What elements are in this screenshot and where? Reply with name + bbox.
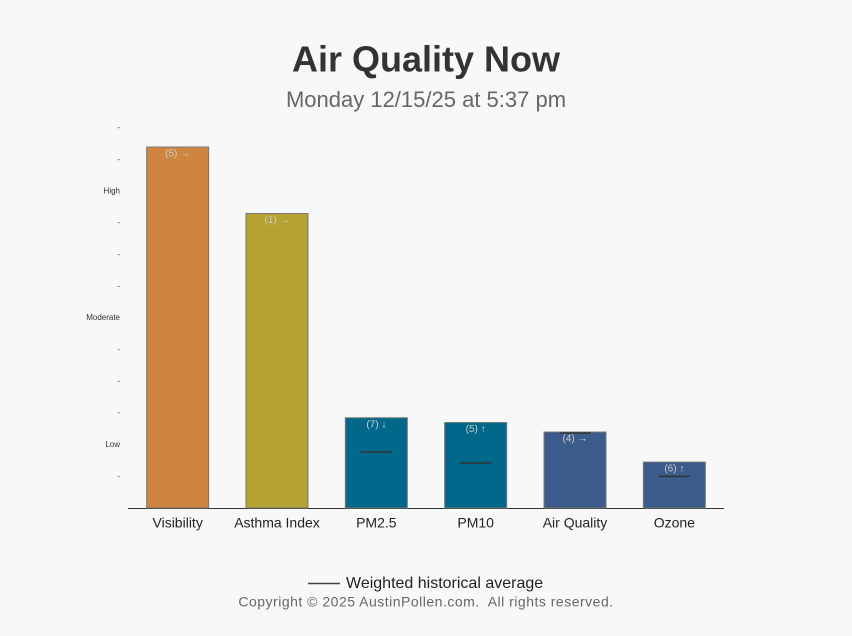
bar — [444, 422, 508, 509]
bar-annotation: (7) ↓ — [366, 419, 386, 430]
bar — [245, 213, 309, 509]
y-tick-label: - — [117, 155, 120, 164]
legend-label: Weighted historical average — [346, 575, 543, 592]
y-tick-label: - — [117, 376, 120, 385]
y-tick-label: - — [117, 345, 120, 354]
bar — [146, 146, 210, 509]
x-tick-label: Ozone — [654, 515, 695, 531]
footer: Copyright © 2025 AustinPollen.com. All r… — [238, 594, 613, 610]
x-tick-label: PM2.5 — [356, 515, 397, 531]
y-tick-label: Low — [105, 440, 120, 449]
x-tick-label: PM10 — [457, 515, 494, 531]
bar — [543, 431, 607, 509]
bar — [642, 461, 706, 509]
y-tick-label: - — [117, 471, 120, 480]
bar-annotation: (1) → — [265, 215, 290, 226]
y-tick-label: - — [117, 408, 120, 417]
x-tick-label: Asthma Index — [234, 515, 320, 531]
x-tick-label: Visibility — [153, 515, 203, 531]
y-tick-label: - — [117, 281, 120, 290]
chart-title: Air Quality Now — [292, 39, 561, 80]
x-tick-label: Air Quality — [543, 515, 608, 531]
bar — [344, 417, 408, 509]
y-tick-label: High — [104, 186, 120, 195]
chart-subtitle: Monday 12/15/25 at 5:37 pm — [286, 87, 566, 112]
y-tick-label: - — [117, 250, 120, 259]
y-tick-label: - — [117, 218, 120, 227]
y-tick-label: Moderate — [86, 313, 120, 322]
bar-annotation: (5) → — [165, 149, 190, 160]
bar-annotation: (5) ↑ — [466, 424, 486, 435]
bar-annotation: (6) ↑ — [664, 464, 684, 475]
y-tick-label: - — [117, 123, 120, 132]
bar-annotation: (4) → — [563, 434, 588, 445]
